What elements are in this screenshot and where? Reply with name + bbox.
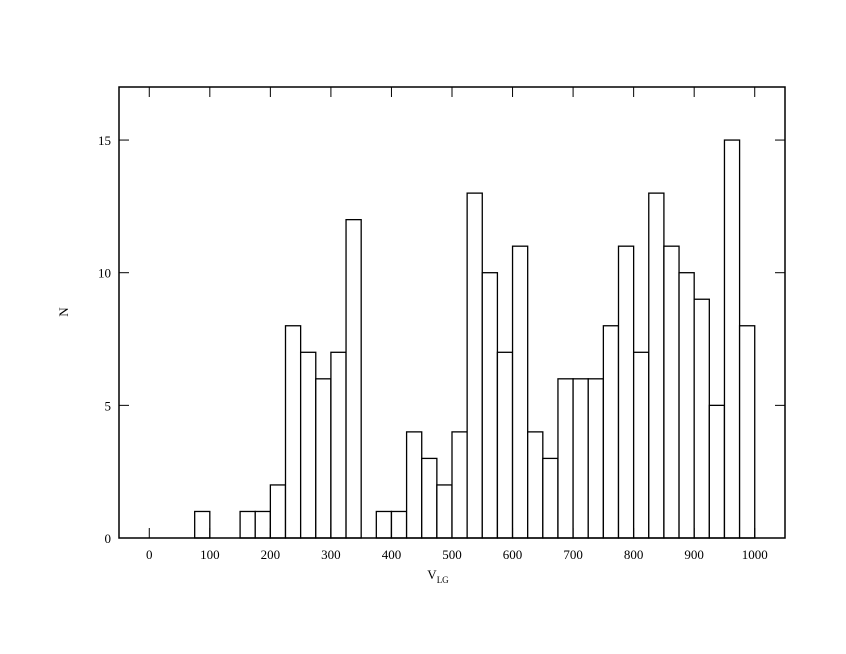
y-tick-label: 0 [105,531,112,546]
bar [466,192,483,539]
x-tick-label: 200 [261,547,281,562]
bar [663,245,680,539]
bar [315,378,332,539]
x-tick-label: 1000 [742,547,768,562]
bar [345,218,362,539]
x-tick-label: 400 [382,547,402,562]
x-tick-label: 500 [442,547,462,562]
bar [375,510,393,539]
x-tick-label: 700 [563,547,583,562]
x-tick-label: 100 [200,547,220,562]
bar [572,378,589,539]
bar [678,272,695,539]
bar [299,351,317,539]
bar [496,351,514,539]
bar [602,325,620,539]
bar [254,510,272,539]
x-tick-label: 900 [684,547,704,562]
bar [330,351,347,539]
bar [239,510,256,539]
x-tick-label: 300 [321,547,341,562]
bar [708,404,726,539]
bar [693,298,710,539]
bar [511,245,529,539]
y-tick-label: 15 [98,133,111,148]
bar [481,272,499,539]
x-label-subscript: LG [437,575,449,585]
bar [723,139,741,539]
bar [284,325,302,539]
bar [405,431,423,539]
bar [617,245,635,539]
bar [738,325,756,539]
x-tick-label: 800 [624,547,644,562]
bar [632,351,650,539]
bar [451,431,468,539]
bar [269,484,287,539]
y-tick-label: 5 [105,398,112,413]
bar [648,192,665,539]
bar [587,378,605,539]
bar [194,510,211,539]
bar [390,510,408,539]
x-axis-label: VLG [427,567,449,585]
bar [527,431,544,539]
bar [542,457,559,539]
x-tick-label: 600 [503,547,523,562]
y-tick-label: 10 [98,266,111,281]
x-label-main: V [427,567,437,582]
bar [436,484,453,539]
x-tick-label: 0 [146,547,153,562]
bar [421,457,438,539]
y-axis-label: N [56,307,71,317]
bar [557,378,574,539]
